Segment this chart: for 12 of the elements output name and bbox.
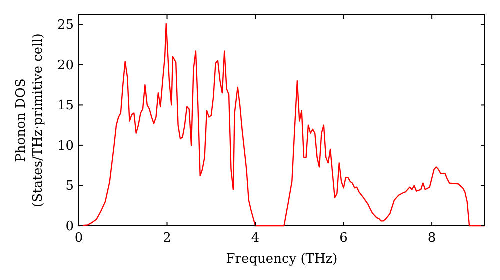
y-tick-label: 25: [57, 18, 74, 34]
y-tick-label: 5: [66, 179, 74, 194]
y-tick-label: 20: [57, 58, 74, 74]
y-tick-label: 10: [57, 138, 74, 154]
x-tick-label: 8: [428, 231, 436, 246]
y-axis-title: Phonon DOS (States/THz·primitive cell): [14, 33, 46, 208]
x-axis-title: Frequency (THz): [226, 252, 338, 267]
x-tick-label: 6: [340, 231, 348, 246]
x-tick-label: 2: [163, 231, 172, 246]
y-tick-label: 0: [66, 220, 74, 234]
y-tick-label: 15: [57, 98, 74, 114]
x-tick-label: 4: [251, 231, 260, 246]
